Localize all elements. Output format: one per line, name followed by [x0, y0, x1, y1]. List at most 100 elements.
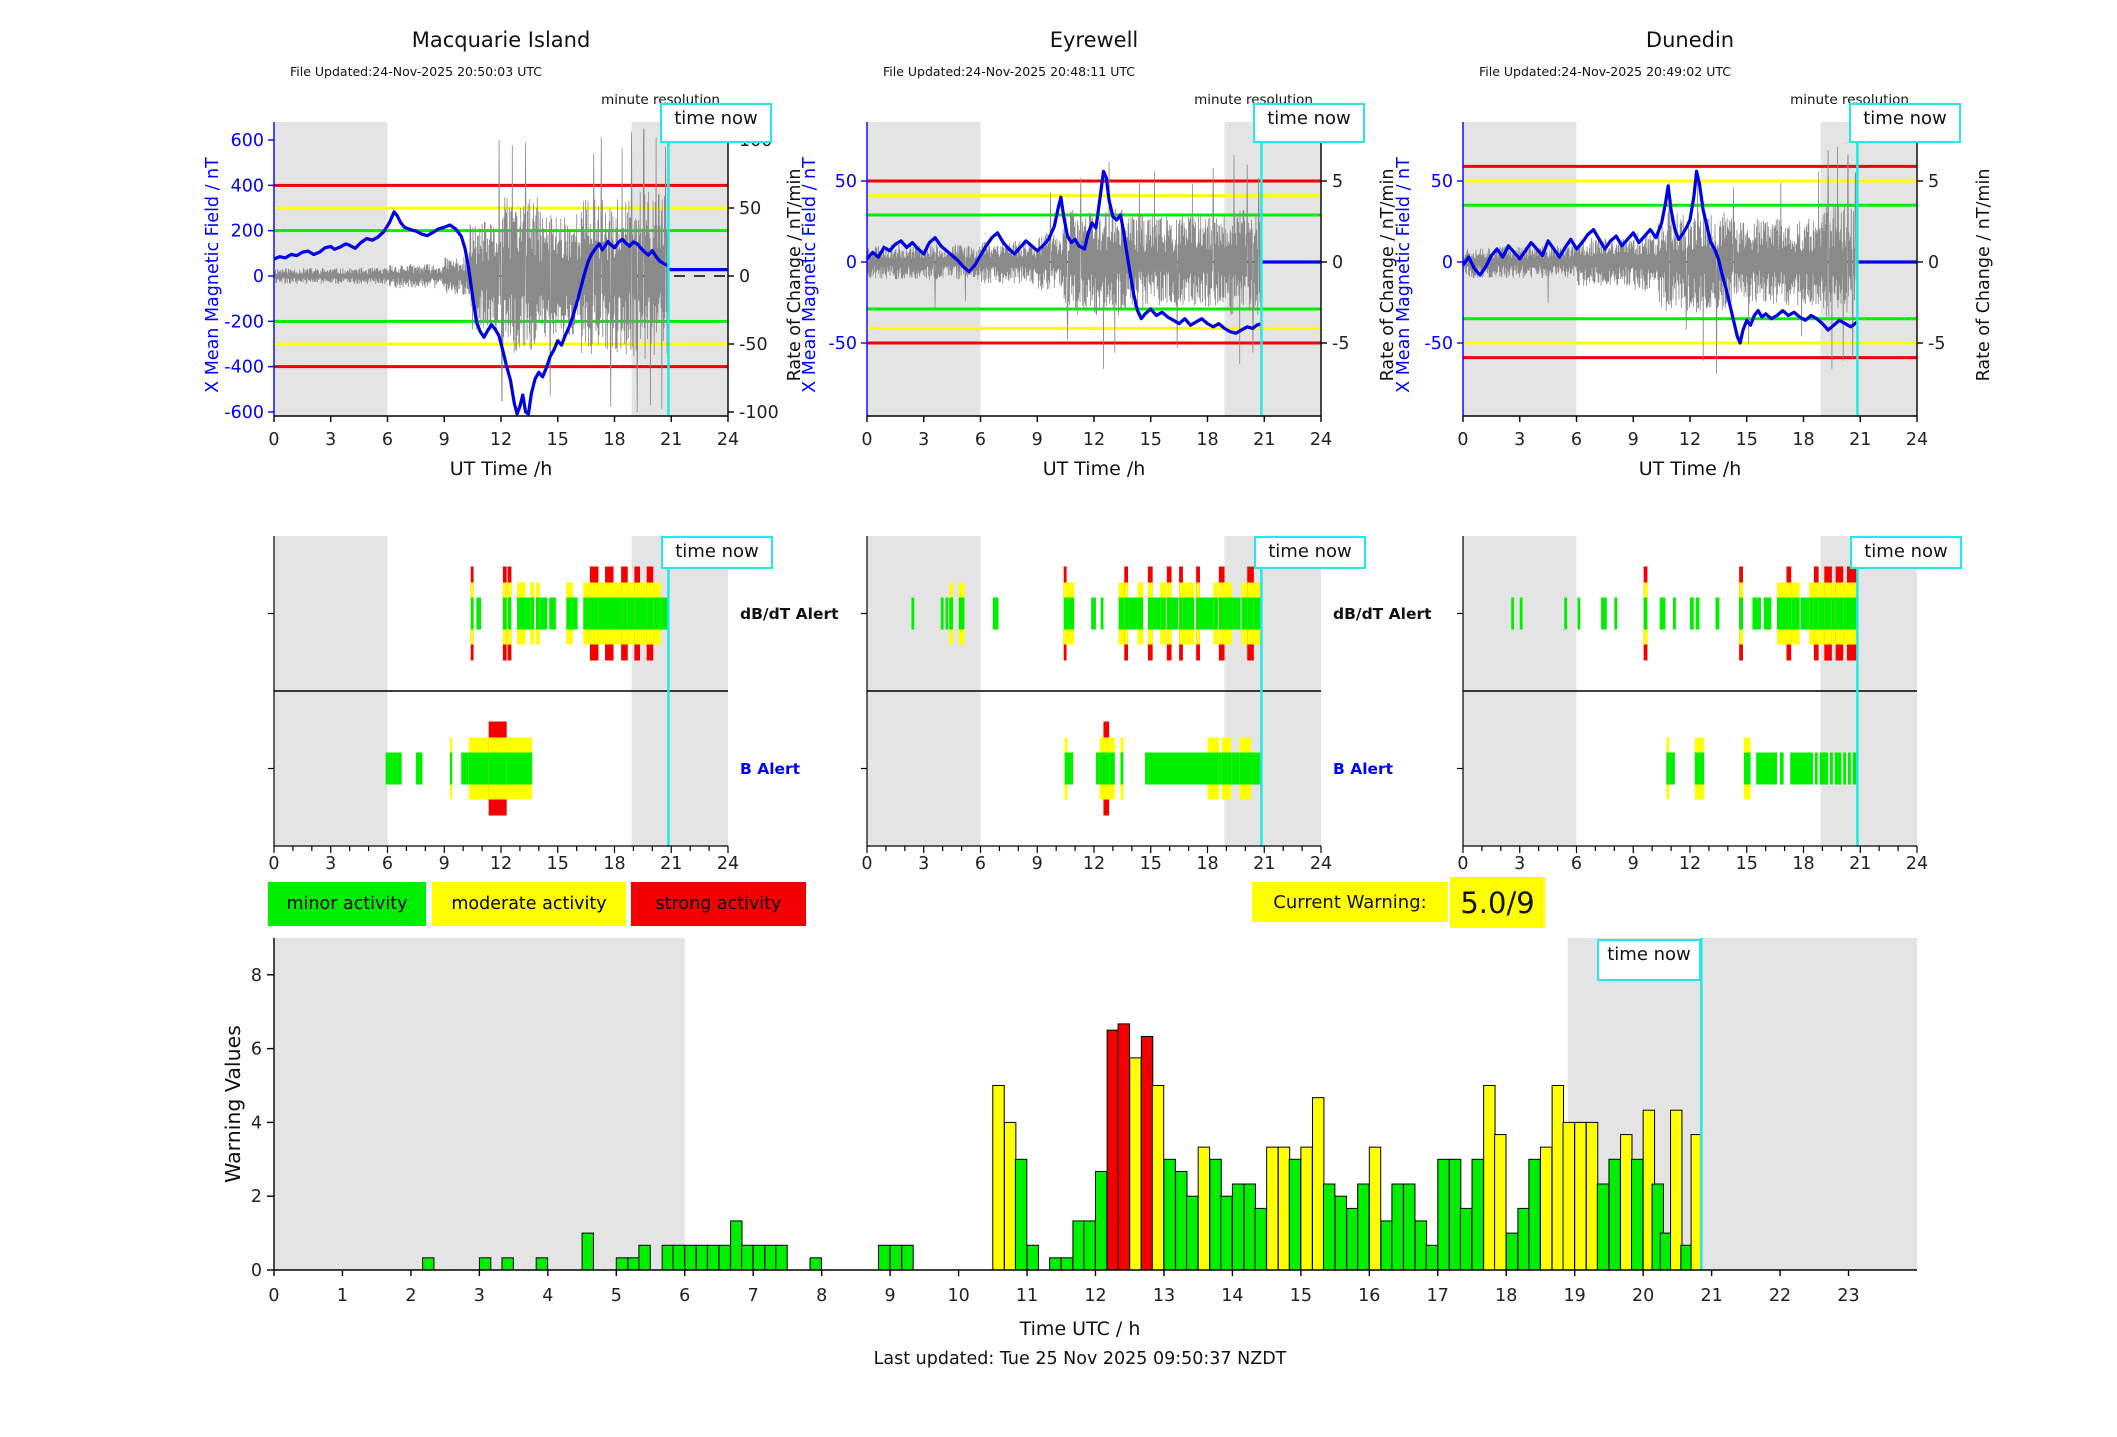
y-tick-label-left: 0: [253, 267, 264, 287]
alert-bar-minor: [1843, 597, 1848, 630]
warning-bar: [1425, 1244, 1439, 1271]
x-tick-label: 3: [1514, 430, 1525, 450]
warning-bar: [1690, 1134, 1702, 1271]
x-tick-label: 24: [717, 430, 739, 450]
alert-bar-minor: [1763, 597, 1772, 630]
alert-bar-minor: [1852, 752, 1858, 785]
alert-bar-minor: [1218, 597, 1225, 630]
alert-bar-minor: [1100, 597, 1104, 630]
alert-bar-minor: [385, 752, 402, 785]
warning-bar: [661, 1244, 675, 1271]
y-tick-label-right: -5: [1332, 334, 1349, 354]
x-tick-label: 21: [1849, 854, 1871, 874]
y-tick-label-left: -200: [224, 312, 264, 332]
y-tick-label: 6: [251, 1040, 262, 1060]
warning-bar: [1608, 1158, 1621, 1271]
warning-bar: [1670, 1109, 1683, 1271]
time-now-badge: time now: [660, 103, 772, 143]
time-now-badge: time now: [1849, 103, 1961, 143]
x-tick-label: 18: [1792, 854, 1814, 874]
last-updated-text: Last updated: Tue 25 Nov 2025 09:50:37 N…: [873, 1349, 1287, 1369]
x-tick-label: 15: [1736, 430, 1758, 450]
alert-bar-minor: [1120, 752, 1124, 785]
time-now-badge: time now: [1850, 536, 1962, 569]
x-tick-label: 24: [1310, 430, 1332, 450]
alert-bar-minor: [1831, 597, 1836, 630]
bottom-x-axis-label: Time UTC / h: [1019, 1318, 1141, 1340]
y-tick-label-right: 5: [1332, 172, 1343, 192]
x-tick-label: 18: [603, 430, 625, 450]
x-tick-label: 9: [1628, 430, 1639, 450]
alert-bar-minor: [1511, 597, 1515, 630]
alert-bar-minor: [940, 597, 944, 630]
x-tick-label: 24: [1906, 430, 1928, 450]
time-now-badge: time now: [661, 536, 773, 569]
alert-bar-minor: [1091, 597, 1096, 630]
alert-bar-minor: [1564, 597, 1568, 630]
alert-bar-minor: [1739, 597, 1743, 630]
warning-bar: [730, 1220, 743, 1271]
alert-bar-minor: [572, 597, 578, 630]
y-axis-label-right-dunedin: Rate of Change / nT/min: [1974, 168, 1994, 382]
mean-field-line: [273, 210, 670, 416]
x-tick-label: 3: [474, 1286, 485, 1306]
x-tick-label: 24: [1906, 854, 1928, 874]
warning-bar: [1243, 1183, 1256, 1271]
alert-bar-minor: [1239, 752, 1252, 785]
alert-strip-2: 0 3 6 9 12 15 18 21 24: [1457, 536, 1928, 874]
warning-bar: [1437, 1158, 1450, 1271]
warning-bar: [1539, 1146, 1553, 1271]
warning-bar: [1391, 1183, 1404, 1271]
alert-bar-minor: [530, 597, 535, 630]
x-tick-label: 3: [325, 430, 336, 450]
warning-bar: [1659, 1232, 1673, 1271]
y-axis-label-left-macquarie: X Mean Magnetic Field / nT: [203, 157, 223, 393]
x-tick-label: 6: [975, 430, 986, 450]
x-tick-label: 9: [1032, 854, 1043, 874]
warning-bar: [1266, 1146, 1279, 1271]
alert-bar-minor: [646, 597, 654, 630]
x-tick-label: 11: [1016, 1286, 1038, 1306]
dbdt-alert-label: dB/dT Alert: [1333, 605, 1432, 623]
alert-bar-minor: [1672, 597, 1676, 630]
alert-bar-minor: [1666, 752, 1670, 785]
y-tick-label-right: -100: [739, 403, 779, 423]
x-tick-label: 15: [1290, 1286, 1312, 1306]
rate-of-change-trace: [1462, 146, 1858, 374]
warning-bar: [1585, 1121, 1599, 1271]
alert-bar-minor: [1779, 752, 1784, 785]
alert-bar-minor: [1232, 597, 1241, 630]
y-tick-label: 2: [251, 1187, 262, 1207]
alert-bar-minor: [598, 597, 606, 630]
alert-bar-minor: [1601, 597, 1607, 630]
x-tick-label: 18: [1792, 430, 1814, 450]
x-tick-label: 15: [1140, 854, 1162, 874]
x-tick-label: 15: [547, 854, 569, 874]
alert-bar-minor: [502, 597, 507, 630]
x-tick-label: 3: [1514, 854, 1525, 874]
top-chart-0: 036912151821246004002000-200-400-6001005…: [224, 122, 779, 450]
alert-bar-minor: [1166, 597, 1172, 630]
warning-bar: [706, 1244, 720, 1271]
x-tick-label: 12: [1679, 430, 1701, 450]
warning-bar: [752, 1244, 766, 1271]
alert-bar-minor: [660, 597, 669, 630]
warning-bar: [478, 1257, 492, 1271]
warning-bar: [1277, 1146, 1291, 1271]
alert-bar-minor: [1847, 752, 1851, 785]
alert-bar-minor: [1128, 597, 1138, 630]
warning-bar: [1494, 1134, 1507, 1271]
x-axis-label-eyrewell: UT Time /h: [1042, 458, 1146, 480]
x-tick-label: 15: [1736, 854, 1758, 874]
y-tick-label-left: 600: [231, 131, 264, 151]
warning-bar: [535, 1257, 549, 1271]
warning-bar: [1551, 1085, 1565, 1271]
x-tick-label: 9: [439, 430, 450, 450]
alert-bar-minor: [549, 597, 556, 630]
alert-bar-minor: [535, 597, 540, 630]
warning-bar: [1596, 1183, 1610, 1271]
alert-bar-minor: [468, 752, 489, 785]
alert-bar-minor: [488, 752, 507, 785]
y-tick-label: 0: [251, 1261, 262, 1281]
x-tick-label: 18: [1196, 430, 1218, 450]
